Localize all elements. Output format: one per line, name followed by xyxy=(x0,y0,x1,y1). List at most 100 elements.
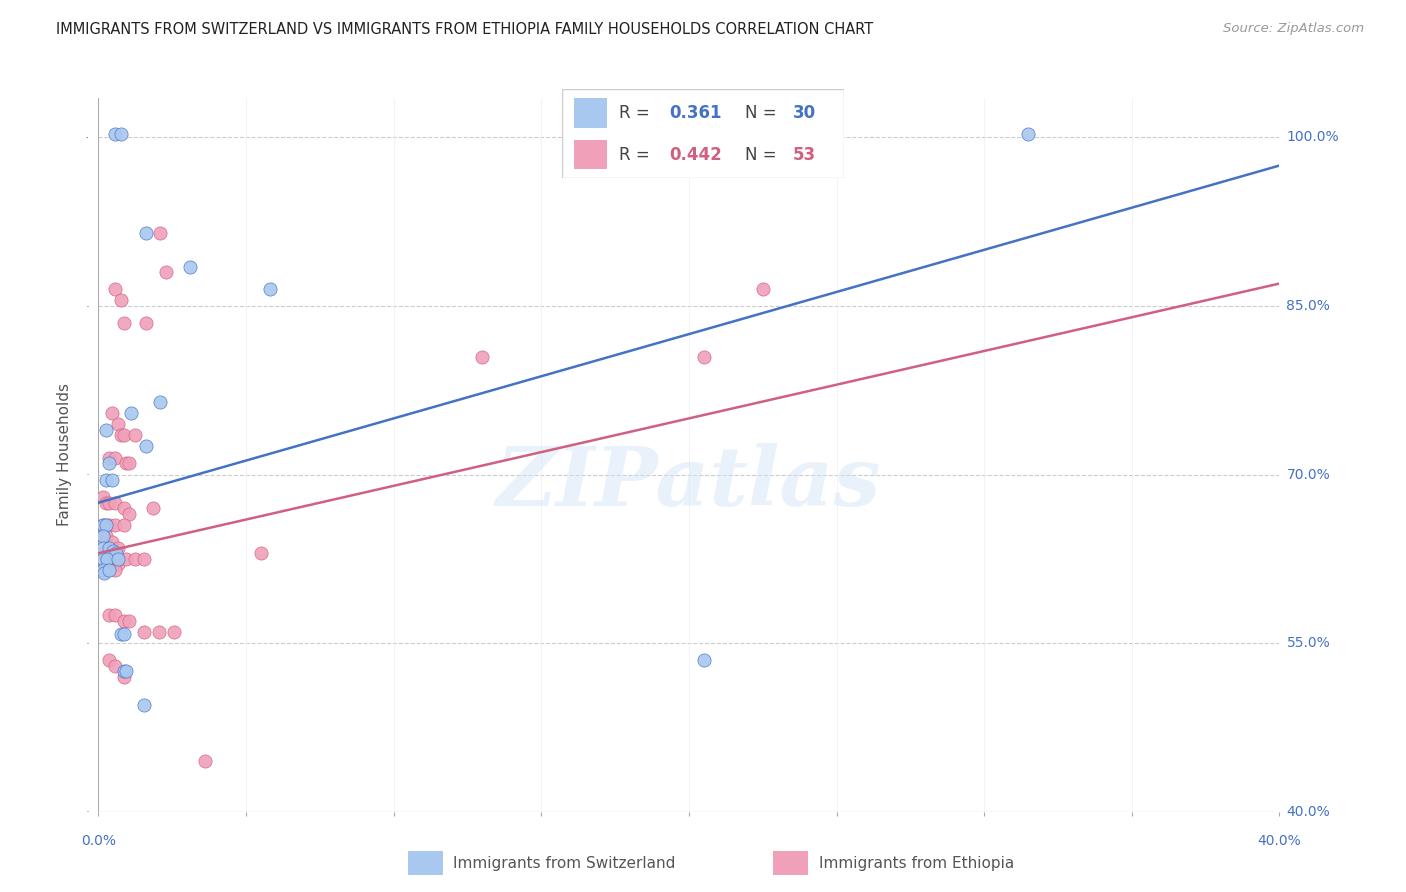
Point xyxy=(91,552,114,566)
Point xyxy=(104,450,127,465)
Point xyxy=(107,552,129,566)
Text: N =: N = xyxy=(745,145,782,164)
Point xyxy=(118,507,141,521)
Point xyxy=(94,552,117,566)
Point xyxy=(104,496,127,510)
Point xyxy=(104,127,127,141)
Text: R =: R = xyxy=(619,145,655,164)
Point xyxy=(91,529,114,543)
Point xyxy=(97,450,120,465)
Point xyxy=(107,541,129,555)
Point xyxy=(124,552,146,566)
Text: ZIPatlas: ZIPatlas xyxy=(496,443,882,524)
Point xyxy=(104,658,127,673)
Point xyxy=(693,350,716,364)
Text: Immigrants from Switzerland: Immigrants from Switzerland xyxy=(454,855,676,871)
Point xyxy=(91,541,114,555)
Text: 0.442: 0.442 xyxy=(669,145,723,164)
Point xyxy=(163,624,186,639)
Point xyxy=(100,552,122,566)
Point xyxy=(1017,127,1039,141)
Text: 0.0%: 0.0% xyxy=(82,834,115,848)
Point xyxy=(94,496,117,510)
Point xyxy=(104,608,127,623)
Point xyxy=(134,624,156,639)
Point xyxy=(142,501,165,516)
Point xyxy=(97,518,120,533)
Point xyxy=(693,653,716,667)
Point xyxy=(112,670,135,684)
Point xyxy=(94,473,117,487)
Point xyxy=(91,518,114,533)
Point xyxy=(751,282,773,296)
Point xyxy=(115,552,138,566)
Point xyxy=(94,529,117,543)
Point xyxy=(91,563,114,577)
Point xyxy=(149,226,172,240)
Point xyxy=(112,428,135,442)
Point xyxy=(94,423,117,437)
Text: 53: 53 xyxy=(793,145,815,164)
Point xyxy=(94,518,117,533)
Point xyxy=(134,552,156,566)
Point xyxy=(91,518,114,533)
Point xyxy=(179,260,201,274)
Point xyxy=(110,127,132,141)
Point xyxy=(110,428,132,442)
Text: 40.0%: 40.0% xyxy=(1286,805,1330,819)
Text: 70.0%: 70.0% xyxy=(1286,467,1330,482)
Point xyxy=(155,265,177,279)
FancyBboxPatch shape xyxy=(574,98,607,128)
Point xyxy=(118,456,141,470)
Text: 85.0%: 85.0% xyxy=(1286,299,1330,313)
Point xyxy=(250,546,273,560)
Point xyxy=(103,544,125,558)
Point xyxy=(471,350,494,364)
Point xyxy=(100,406,122,420)
Text: Source: ZipAtlas.com: Source: ZipAtlas.com xyxy=(1223,22,1364,36)
Point xyxy=(97,653,120,667)
Y-axis label: Family Households: Family Households xyxy=(58,384,72,526)
Point xyxy=(118,614,141,628)
Point xyxy=(110,293,132,308)
Point xyxy=(91,563,114,577)
Point xyxy=(149,394,172,409)
Point xyxy=(94,563,117,577)
FancyBboxPatch shape xyxy=(408,851,443,875)
Point xyxy=(115,665,138,679)
Point xyxy=(97,608,120,623)
Point xyxy=(100,535,122,549)
Point xyxy=(97,456,120,470)
Point xyxy=(194,754,217,768)
Point xyxy=(96,552,118,566)
Point xyxy=(104,282,127,296)
FancyBboxPatch shape xyxy=(773,851,808,875)
FancyBboxPatch shape xyxy=(574,140,607,169)
Text: Immigrants from Ethiopia: Immigrants from Ethiopia xyxy=(820,855,1014,871)
Text: R =: R = xyxy=(619,103,655,122)
Point xyxy=(97,563,120,577)
Point xyxy=(104,563,127,577)
Point xyxy=(97,541,120,555)
Text: 30: 30 xyxy=(793,103,815,122)
Point xyxy=(97,496,120,510)
Point xyxy=(112,518,135,533)
Point xyxy=(135,316,157,330)
Point xyxy=(135,440,157,454)
Text: IMMIGRANTS FROM SWITZERLAND VS IMMIGRANTS FROM ETHIOPIA FAMILY HOUSEHOLDS CORREL: IMMIGRANTS FROM SWITZERLAND VS IMMIGRANT… xyxy=(56,22,873,37)
Point xyxy=(259,282,281,296)
Point xyxy=(124,428,146,442)
Point xyxy=(91,546,114,560)
Text: 100.0%: 100.0% xyxy=(1286,130,1339,145)
Point xyxy=(112,501,135,516)
Text: 55.0%: 55.0% xyxy=(1286,636,1330,650)
Text: 0.361: 0.361 xyxy=(669,103,721,122)
Point xyxy=(115,456,138,470)
Point xyxy=(107,558,129,572)
Point xyxy=(112,627,135,641)
FancyBboxPatch shape xyxy=(562,89,844,178)
Point xyxy=(104,518,127,533)
Text: N =: N = xyxy=(745,103,782,122)
Point xyxy=(91,529,114,543)
Point xyxy=(135,226,157,240)
